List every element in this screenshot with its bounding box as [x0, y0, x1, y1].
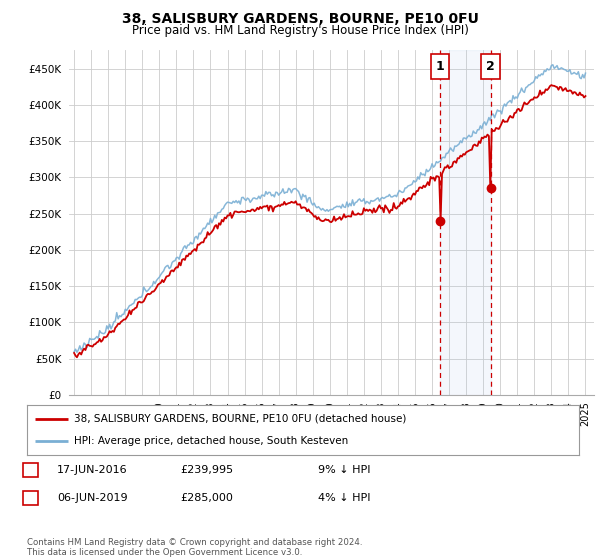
Text: 06-JUN-2019: 06-JUN-2019 — [57, 493, 128, 503]
Text: 2: 2 — [27, 493, 34, 503]
Bar — [431, 54, 449, 80]
Text: 9% ↓ HPI: 9% ↓ HPI — [318, 465, 371, 475]
Text: 1: 1 — [27, 465, 34, 475]
Text: 4% ↓ HPI: 4% ↓ HPI — [318, 493, 371, 503]
Text: 38, SALISBURY GARDENS, BOURNE, PE10 0FU (detached house): 38, SALISBURY GARDENS, BOURNE, PE10 0FU … — [74, 414, 406, 424]
Text: £285,000: £285,000 — [180, 493, 233, 503]
Text: 38, SALISBURY GARDENS, BOURNE, PE10 0FU: 38, SALISBURY GARDENS, BOURNE, PE10 0FU — [122, 12, 478, 26]
Text: 17-JUN-2016: 17-JUN-2016 — [57, 465, 128, 475]
Bar — [481, 54, 500, 80]
Text: Contains HM Land Registry data © Crown copyright and database right 2024.
This d: Contains HM Land Registry data © Crown c… — [27, 538, 362, 557]
Bar — [440, 50, 491, 395]
Text: 2: 2 — [486, 60, 495, 73]
Text: 1: 1 — [436, 60, 444, 73]
Text: Price paid vs. HM Land Registry's House Price Index (HPI): Price paid vs. HM Land Registry's House … — [131, 24, 469, 36]
Text: £239,995: £239,995 — [180, 465, 233, 475]
Text: HPI: Average price, detached house, South Kesteven: HPI: Average price, detached house, Sout… — [74, 436, 348, 446]
